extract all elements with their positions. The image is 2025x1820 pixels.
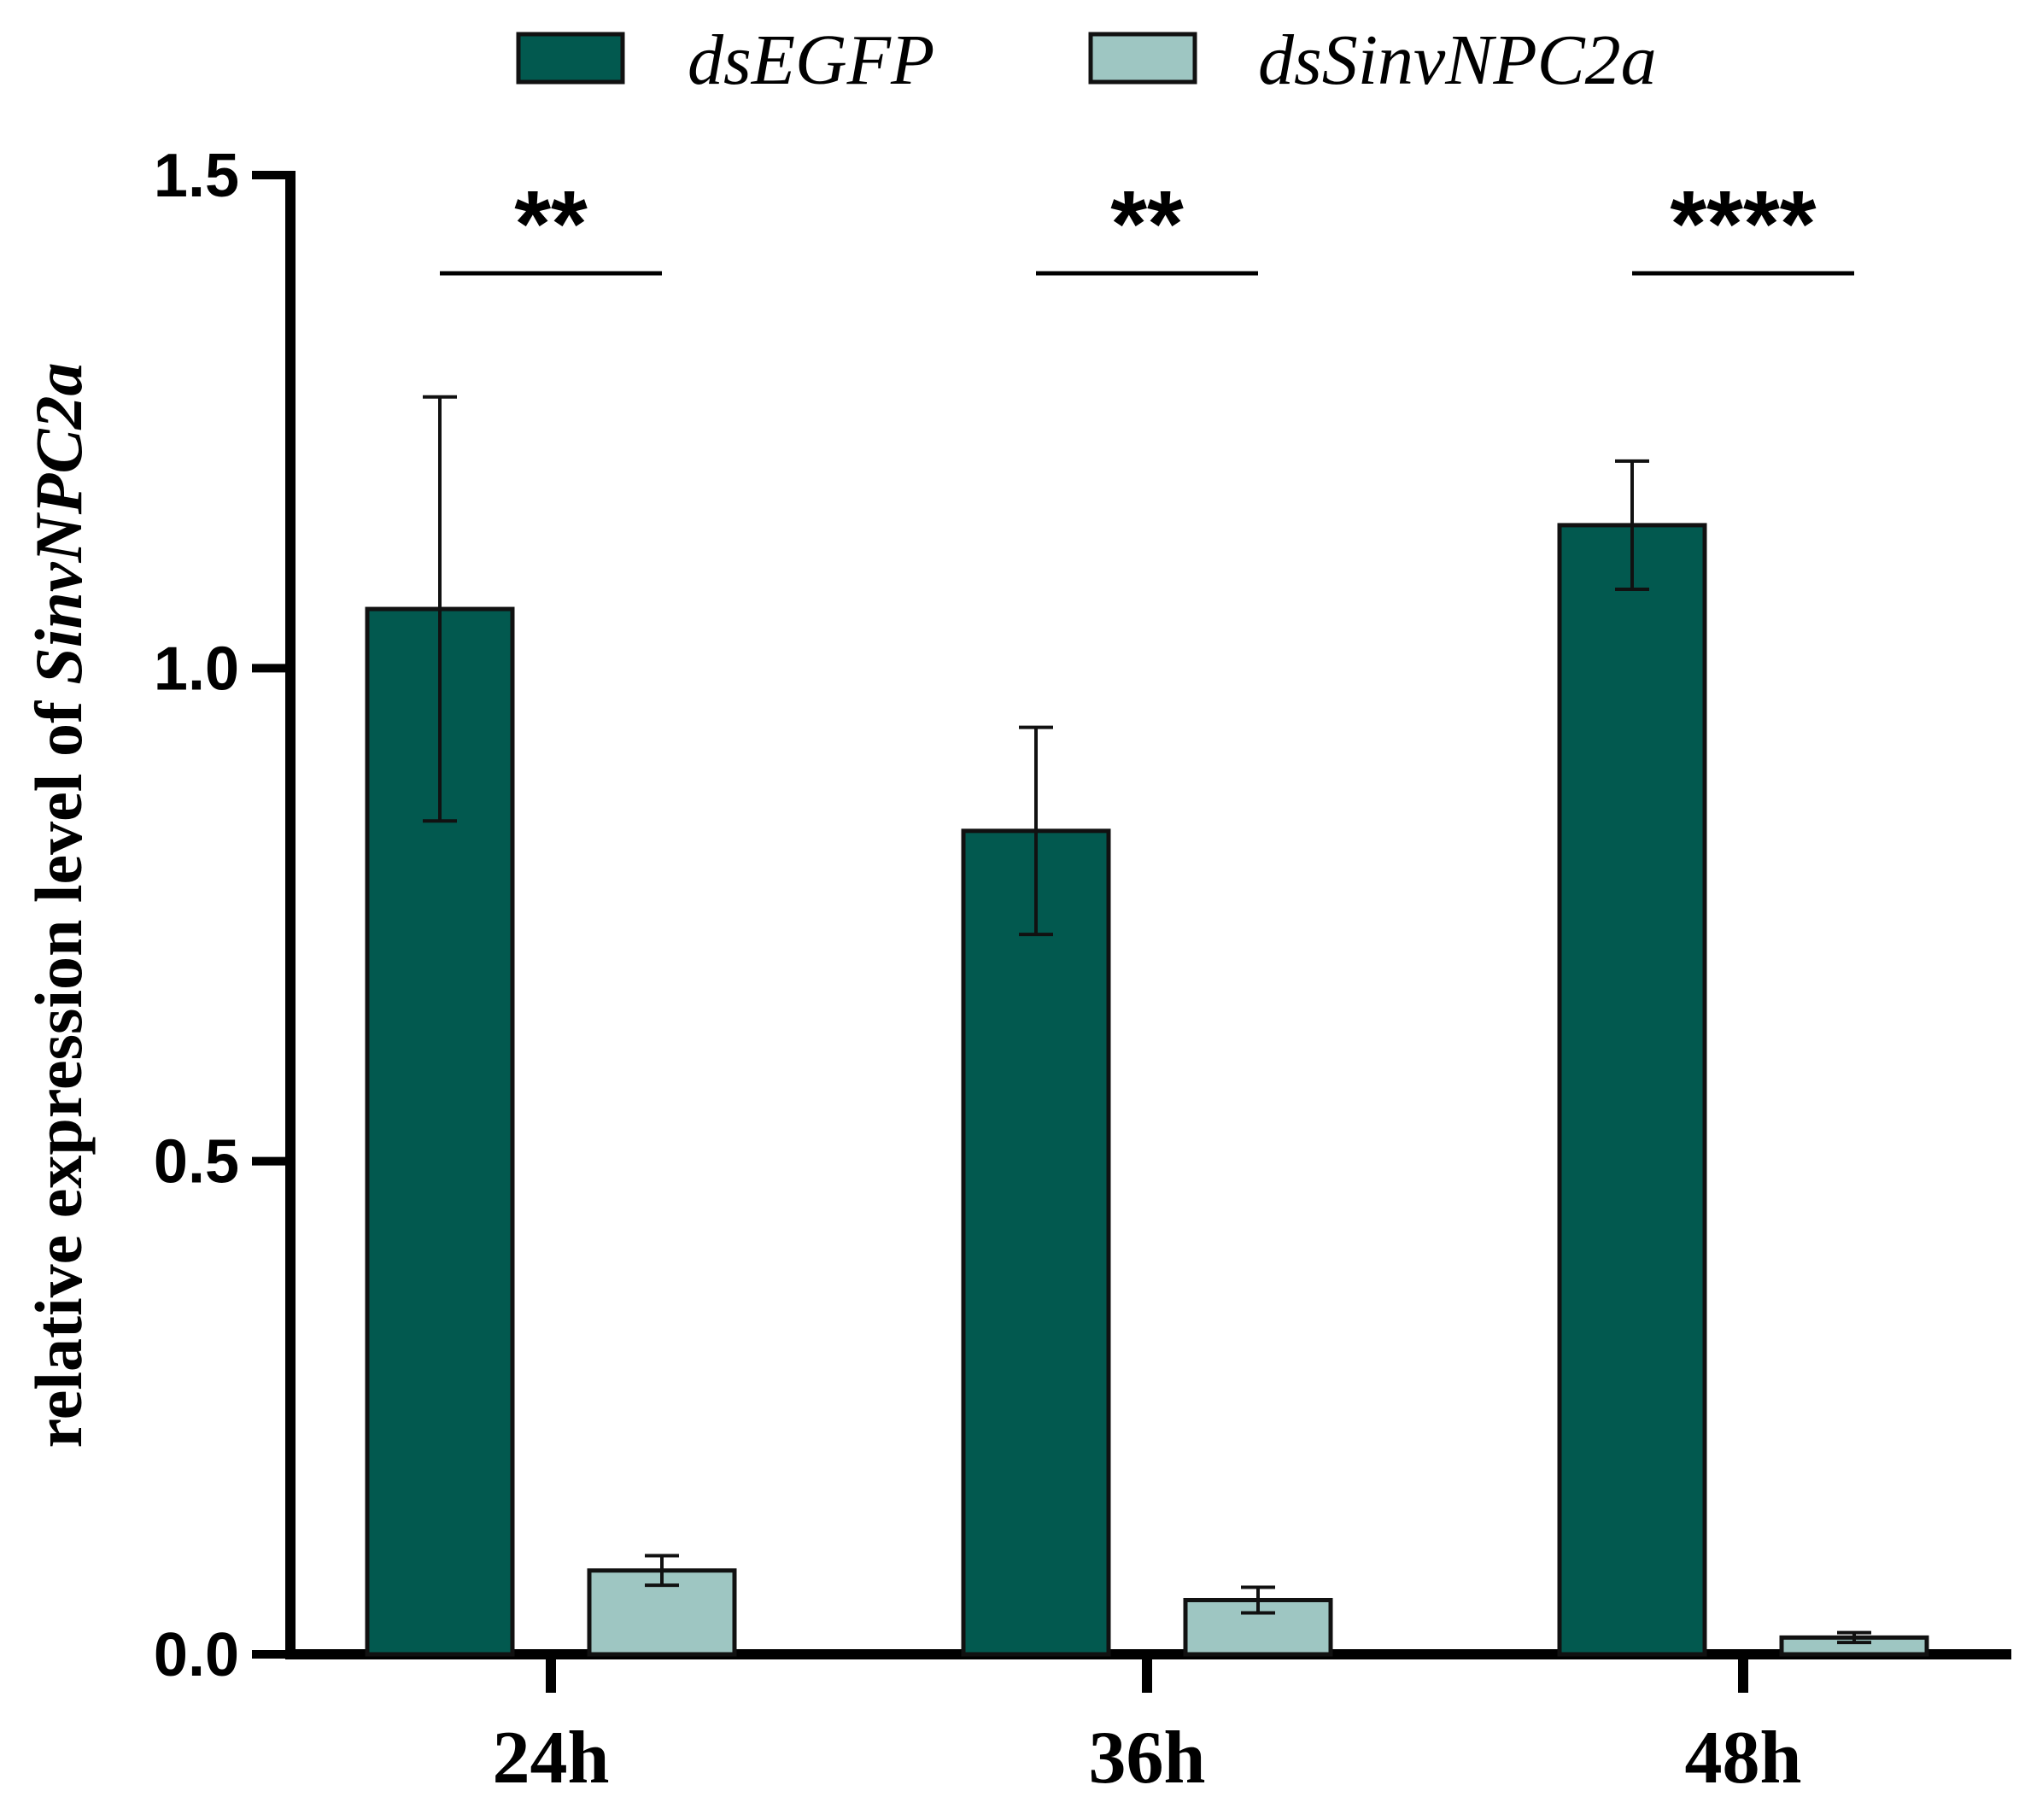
legend-swatch-dsEGFP [516, 32, 625, 85]
bar-dsEGFP-36h [961, 828, 1111, 1657]
bar-dsEGFP-48h [1557, 523, 1707, 1657]
x-tick-label: 36h [1089, 1717, 1206, 1800]
axes: 0.0 0.5 1.0 1.5 24h 36h 48h [154, 142, 2011, 1800]
error-bars [423, 395, 1871, 1645]
legend: dsEGFP dsSinvNPC2a [516, 20, 1657, 100]
y-axis-label: relative expression level of SinvNPC2a [21, 363, 96, 1448]
bars [365, 523, 1929, 1657]
significance-stars-24h: ** [514, 172, 588, 277]
y-tick-label: 1.0 [154, 635, 239, 703]
significance-stars-36h: ** [1110, 172, 1184, 277]
significance-stars-48h: **** [1670, 172, 1816, 277]
y-tick-label: 0.5 [154, 1128, 239, 1197]
x-tick-label: 48h [1685, 1717, 1802, 1800]
significance-markers: ** ** **** [440, 172, 1854, 277]
y-axis-label-group: relative expression level of SinvNPC2a [21, 363, 96, 1448]
legend-label-dsSinvNPC2a: dsSinvNPC2a [1258, 20, 1657, 100]
x-tick-label: 24h [493, 1717, 610, 1800]
y-tick-label: 0.0 [154, 1621, 239, 1689]
legend-label-dsEGFP: dsEGFP [688, 20, 934, 100]
legend-swatch-dsSinvNPC2a [1088, 32, 1197, 85]
y-axis-label-prefix: relative expression level of [21, 685, 96, 1448]
y-tick-label: 1.5 [154, 142, 239, 210]
y-axis-label-gene: SinvNPC2a [21, 363, 96, 685]
